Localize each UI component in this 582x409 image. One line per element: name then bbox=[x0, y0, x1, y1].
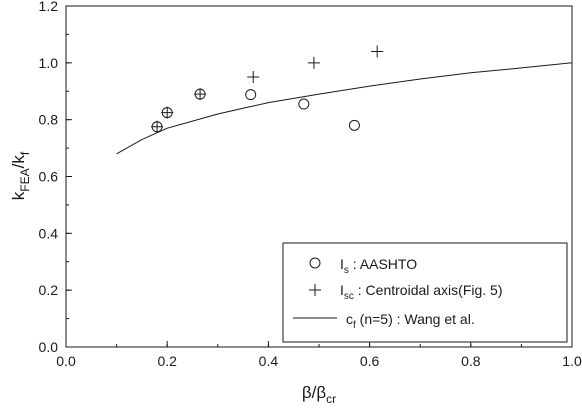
legend-wang-main: c bbox=[346, 311, 353, 327]
x-tick-label: 0.2 bbox=[157, 353, 177, 369]
legend-entry-wang: cf (n=5) : Wang et al. bbox=[346, 311, 475, 331]
legend-circle-marker bbox=[309, 257, 321, 269]
point-centroidal bbox=[194, 88, 207, 101]
x-tick-label: 0.6 bbox=[360, 353, 380, 369]
point-centroidal bbox=[371, 45, 384, 58]
x-tick-label: 0.4 bbox=[259, 353, 279, 369]
point-centroidal bbox=[247, 71, 260, 84]
legend-aashto-rest: : AASHTO bbox=[349, 256, 417, 272]
y-axis-label-sub-fea: FEA bbox=[18, 168, 32, 191]
y-axis-ticks: 0.0 0.2 0.4 0.6 0.8 1.0 1.2 bbox=[39, 0, 72, 355]
point-aashto bbox=[245, 89, 257, 101]
x-tick-label: 1.0 bbox=[562, 353, 582, 369]
x-axis-label-sub: cr bbox=[326, 392, 336, 406]
legend-entry-aashto: Is : AASHTO bbox=[340, 256, 417, 276]
point-aashto bbox=[298, 98, 310, 110]
point-aashto bbox=[348, 119, 360, 131]
y-tick-label: 0.4 bbox=[39, 225, 59, 241]
legend-centroidal-main: I bbox=[340, 282, 344, 298]
legend-wang-rest: (n=5) : Wang et al. bbox=[356, 311, 475, 327]
point-centroidal bbox=[151, 120, 164, 133]
y-tick-label: 0.6 bbox=[39, 169, 59, 185]
legend-box bbox=[282, 242, 568, 343]
y-axis-label-sub-f: f bbox=[18, 151, 32, 155]
y-tick-label: 1.2 bbox=[39, 0, 59, 14]
y-tick-label: 0.0 bbox=[39, 339, 59, 355]
x-axis-ticks: 0.0 0.2 0.4 0.6 0.8 1.0 bbox=[56, 341, 582, 369]
series-line-wang bbox=[116, 62, 573, 155]
point-centroidal bbox=[161, 106, 174, 119]
series-layer bbox=[116, 45, 573, 155]
point-centroidal bbox=[307, 56, 320, 69]
y-tick-label: 1.0 bbox=[39, 55, 59, 71]
x-tick-label: 0.0 bbox=[56, 353, 76, 369]
legend: Is : AASHTO Isc : Centroidal axis(Fig. 5… bbox=[282, 242, 568, 343]
legend-centroidal-sub: sc bbox=[344, 291, 354, 302]
legend-entry-centroidal: Isc : Centroidal axis(Fig. 5) bbox=[340, 282, 503, 302]
legend-wang-sub: f bbox=[353, 320, 356, 331]
y-axis-label: kFEA/kf bbox=[9, 151, 32, 200]
legend-aashto-sub: s bbox=[344, 265, 349, 276]
y-tick-label: 0.8 bbox=[39, 112, 59, 128]
y-axis-label-k: k bbox=[9, 191, 28, 200]
x-axis-label-main: β/β bbox=[302, 383, 327, 402]
legend-plus-marker bbox=[309, 284, 321, 296]
y-tick-label: 0.2 bbox=[39, 282, 59, 298]
x-axis-label: β/βcr bbox=[302, 383, 336, 406]
x-tick-label: 0.8 bbox=[461, 353, 481, 369]
legend-aashto-main: I bbox=[340, 256, 344, 272]
legend-centroidal-rest: : Centroidal axis(Fig. 5) bbox=[354, 282, 503, 298]
y-axis-label-slash-k: /k bbox=[9, 155, 28, 169]
